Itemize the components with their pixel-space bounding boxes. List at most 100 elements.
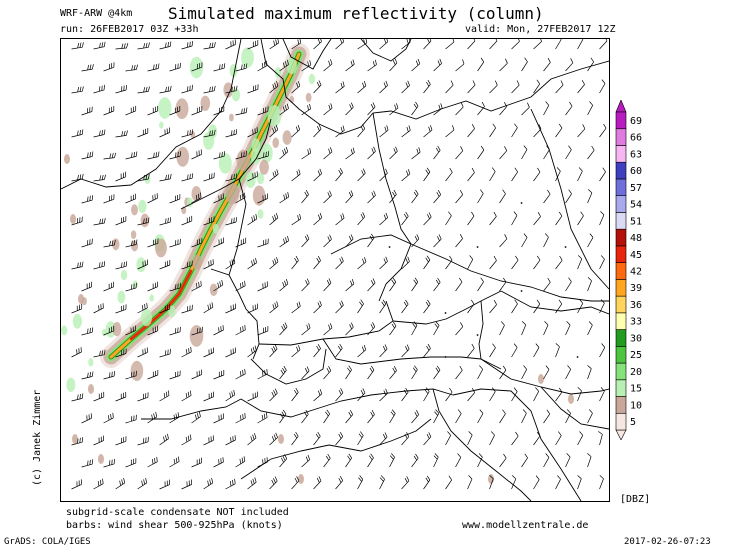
wind-barb [203, 302, 214, 314]
shower-cell [223, 82, 233, 98]
shower-cell [138, 199, 147, 214]
wind-barb [467, 255, 474, 270]
wind-barb [301, 366, 310, 380]
wind-barb [445, 39, 455, 50]
wind-barb [71, 173, 84, 182]
germany-poland-border [372, 112, 412, 245]
calm-dot [444, 312, 447, 314]
calm-dot [520, 202, 523, 204]
chart-title: Simulated maximum reflectivity (column) [168, 4, 544, 23]
wind-barb [279, 409, 287, 424]
wind-barb [489, 80, 498, 94]
wind-barb [169, 326, 181, 336]
shower-cell [286, 57, 297, 74]
wind-barb [423, 432, 432, 446]
wind-barb [235, 280, 246, 292]
colorbar-tick-label: 20 [630, 367, 642, 378]
wind-barb [555, 343, 560, 358]
shower-cell [61, 325, 68, 336]
wind-barb [433, 103, 443, 116]
wind-barb [291, 81, 301, 94]
shower-cell [190, 130, 196, 139]
wind-barb [401, 256, 410, 270]
wind-barb [313, 431, 321, 446]
wind-barb [323, 278, 332, 292]
wind-barb [257, 106, 269, 116]
wind-barb [599, 299, 605, 314]
austria-south-border [322, 338, 482, 365]
wind-barb [543, 145, 550, 160]
wind-barb [499, 277, 507, 292]
wind-barb [345, 410, 354, 424]
wind-barb [455, 190, 464, 204]
wind-barb [103, 412, 114, 424]
wind-barb [577, 475, 582, 490]
wind-barb [577, 80, 585, 94]
wind-barb [565, 189, 572, 204]
wind-barb [159, 390, 170, 402]
wind-barb [433, 190, 442, 204]
wind-barb [565, 58, 574, 72]
wind-barb [335, 81, 345, 94]
wind-barb [181, 40, 193, 50]
wind-barb [93, 129, 106, 138]
wind-barb [115, 130, 128, 138]
wind-barb [379, 168, 388, 182]
wind-barb [269, 301, 279, 314]
colorbar-swatch [615, 212, 627, 230]
wind-barb [203, 129, 216, 138]
wind-barb [433, 234, 442, 248]
wind-barb [225, 129, 238, 138]
wind-barb [577, 167, 583, 182]
wind-barb [203, 42, 216, 50]
wind-barb [247, 214, 258, 226]
wind-barb [489, 475, 494, 490]
wind-barb [543, 189, 551, 204]
croatia-border [452, 388, 582, 501]
reflectivity-map [60, 38, 610, 502]
wind-barb [379, 388, 388, 402]
shower-cell [88, 384, 94, 394]
wind-barb [71, 216, 83, 226]
wind-barb [247, 84, 259, 94]
colorbar-swatch [615, 396, 627, 414]
wind-barb [159, 433, 169, 446]
wind-barb [279, 235, 289, 248]
wind-barb [125, 458, 137, 468]
shower-cell [66, 377, 76, 392]
wind-barb [159, 127, 170, 138]
colorbar-swatch [615, 245, 627, 263]
shower-cell [159, 121, 164, 129]
wind-barb [235, 107, 248, 116]
wind-barb [521, 409, 527, 424]
serbia-border [540, 386, 609, 430]
calm-dot [444, 356, 447, 358]
wind-barb [103, 106, 115, 116]
wind-barb [521, 321, 527, 336]
wind-barb [565, 321, 571, 336]
wind-barb [499, 321, 505, 336]
wind-barb [445, 80, 454, 94]
wind-barb [115, 261, 128, 270]
wind-barb [225, 258, 236, 270]
wind-barb [257, 151, 270, 160]
wind-barb [291, 255, 299, 270]
wind-barb [235, 192, 246, 204]
wind-barb [225, 347, 236, 358]
wind-barb [587, 365, 592, 380]
wind-barb [401, 211, 409, 226]
shower-cell [212, 223, 219, 234]
wind-barb [279, 146, 289, 160]
shower-cell [231, 88, 241, 102]
shower-cell [117, 290, 126, 304]
shower-cell [102, 328, 107, 337]
czech-austria-border [392, 290, 502, 325]
wind-barb [367, 233, 375, 248]
wind-barb [191, 106, 203, 116]
wind-barb [345, 59, 355, 72]
wind-barb [93, 303, 104, 314]
wind-barb [147, 281, 159, 292]
shower-cell [236, 149, 251, 172]
wind-barb [411, 58, 421, 72]
wind-barb [103, 62, 115, 72]
